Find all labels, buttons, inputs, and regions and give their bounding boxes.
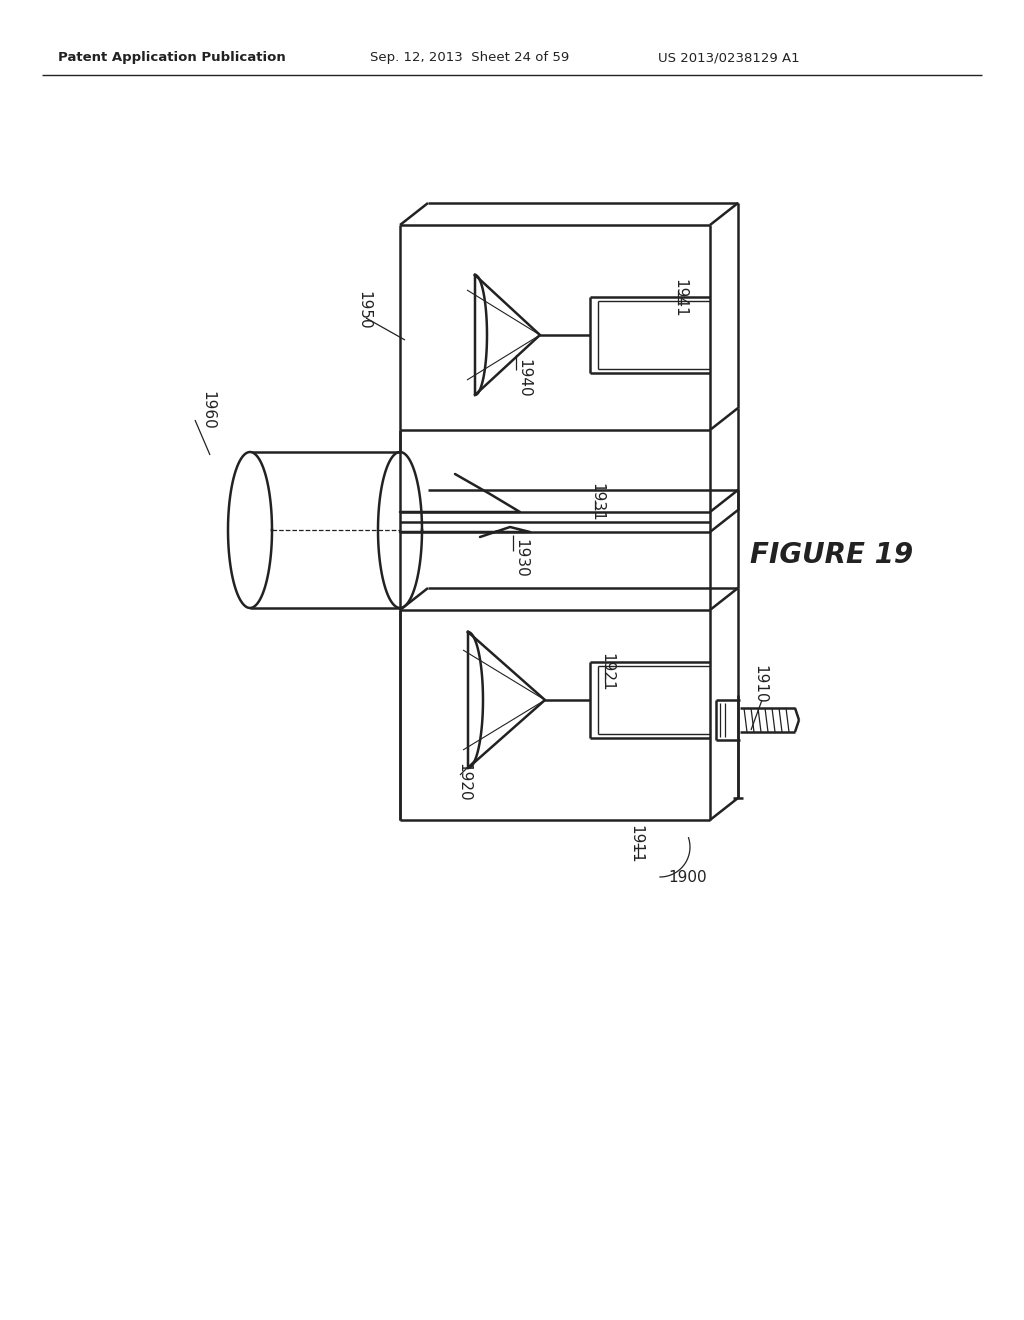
Text: FIGURE 19: FIGURE 19 bbox=[750, 541, 913, 569]
Text: 1921: 1921 bbox=[599, 652, 614, 692]
Text: 1950: 1950 bbox=[356, 290, 371, 329]
Text: 1931: 1931 bbox=[589, 483, 604, 521]
Text: 1960: 1960 bbox=[200, 391, 215, 429]
Polygon shape bbox=[475, 275, 540, 395]
Text: 1920: 1920 bbox=[456, 763, 471, 801]
Polygon shape bbox=[468, 632, 545, 768]
Text: 1900: 1900 bbox=[668, 870, 707, 886]
Text: Sep. 12, 2013  Sheet 24 of 59: Sep. 12, 2013 Sheet 24 of 59 bbox=[370, 51, 569, 65]
Text: 1911: 1911 bbox=[628, 825, 643, 863]
Text: US 2013/0238129 A1: US 2013/0238129 A1 bbox=[658, 51, 800, 65]
Text: 1910: 1910 bbox=[752, 665, 767, 704]
Text: 1941: 1941 bbox=[672, 279, 687, 317]
Text: 1940: 1940 bbox=[516, 359, 531, 397]
Text: 1930: 1930 bbox=[513, 539, 528, 577]
Polygon shape bbox=[228, 451, 272, 609]
Text: Patent Application Publication: Patent Application Publication bbox=[58, 51, 286, 65]
